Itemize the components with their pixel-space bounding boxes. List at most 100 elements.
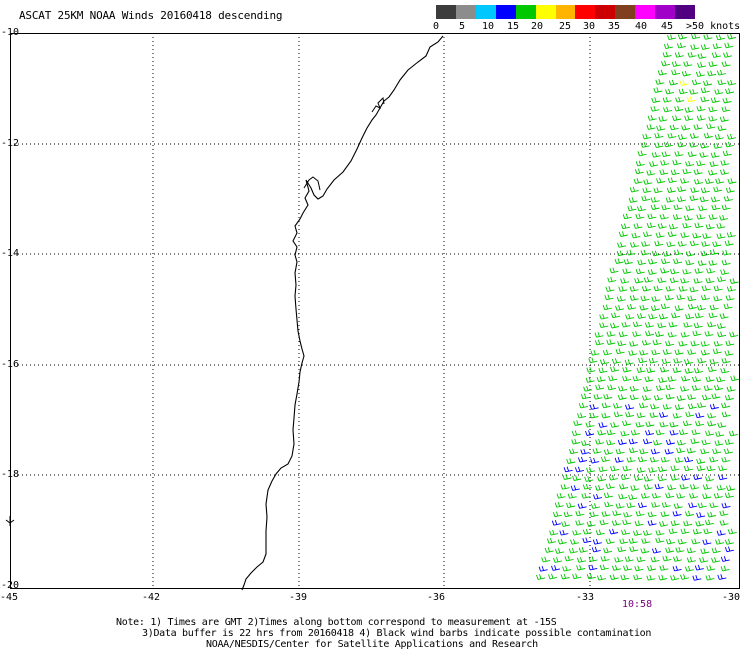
wind-barb [680, 528, 690, 535]
wind-barb [717, 574, 727, 580]
wind-barb [650, 556, 660, 563]
wind-barb [641, 339, 651, 346]
wind-barb [640, 295, 650, 302]
wind-barb [708, 106, 718, 113]
wind-barb [609, 322, 619, 329]
wind-barb [583, 385, 593, 392]
wind-barb [570, 485, 580, 491]
wind-barb [541, 556, 551, 563]
wind-barb [646, 367, 656, 373]
wind-barb [626, 502, 636, 509]
wind-barb [707, 420, 717, 427]
wind-barb [600, 555, 610, 562]
wind-barb [618, 493, 628, 500]
wind-barb [651, 349, 661, 356]
wind-barb [655, 79, 665, 85]
wind-barb [693, 124, 703, 130]
wind-barb [586, 467, 596, 473]
wind-barb [680, 277, 690, 284]
wind-barb [599, 564, 609, 571]
wind-barb [653, 394, 663, 401]
wind-barb [654, 142, 664, 149]
wind-barb [637, 502, 647, 509]
lon-tick--45: -45 [0, 592, 19, 603]
wind-barb [691, 538, 701, 545]
wind-barb [704, 178, 714, 185]
wind-barb [575, 510, 585, 517]
wind-barb [676, 395, 686, 401]
wind-barb [700, 44, 710, 50]
wind-barb [729, 278, 739, 284]
wind-barb [643, 179, 653, 185]
wind-barb [642, 530, 652, 536]
wind-barb [670, 474, 680, 481]
wind-barb [680, 474, 690, 481]
wind-barb [648, 313, 658, 320]
wind-barb [595, 438, 605, 445]
wind-barb [721, 61, 731, 67]
wind-barb [653, 87, 663, 93]
wind-barb [662, 349, 672, 355]
wind-barb [637, 456, 647, 463]
wind-barb [718, 474, 728, 481]
wind-barb [725, 88, 735, 94]
wind-barb [686, 447, 696, 454]
wind-barb [637, 150, 647, 157]
wind-barb [668, 321, 678, 328]
wind-barb [690, 438, 700, 444]
wind-barb [570, 538, 580, 545]
wind-barb [703, 80, 713, 86]
wind-barb [670, 574, 680, 581]
wind-barb [678, 88, 688, 95]
wind-barb [650, 204, 660, 210]
wind-barb [638, 402, 648, 409]
wind-barb [695, 420, 705, 427]
wind-barb [642, 231, 652, 238]
wind-barb [657, 277, 667, 284]
wind-barb [622, 366, 632, 373]
wind-barb [674, 457, 684, 463]
wind-barb [605, 483, 615, 490]
wind-barb [676, 439, 686, 446]
wind-barb [573, 420, 583, 426]
wind-barb [652, 439, 662, 446]
wind-barb [717, 276, 727, 283]
wind-barb [582, 483, 592, 490]
wind-barb [642, 438, 652, 445]
wind-barb [646, 222, 656, 229]
wind-barb [724, 350, 734, 356]
wind-barb [719, 169, 729, 175]
wind-barb [664, 294, 674, 301]
lon-tick--42: -42 [142, 592, 161, 603]
wind-barb [717, 79, 727, 86]
wind-barb [708, 61, 718, 67]
wind-barb [617, 242, 627, 248]
wind-barb [663, 43, 673, 50]
wind-barb [712, 43, 722, 50]
wind-barb [641, 241, 651, 247]
wind-barb [641, 538, 651, 544]
wind-barb [659, 521, 669, 527]
wind-barb [717, 125, 727, 131]
wind-barb [626, 456, 636, 463]
wind-barb [636, 313, 646, 319]
wind-barb [703, 528, 713, 535]
wind-barb [671, 61, 681, 67]
wind-barb [667, 177, 677, 184]
wind-barb [727, 528, 737, 535]
wind-barb [706, 267, 716, 274]
wind-barb [623, 565, 633, 571]
wind-barb [619, 538, 629, 545]
wind-barb [723, 303, 733, 310]
wind-barb [549, 529, 559, 536]
wind-barb [634, 168, 644, 175]
wind-barb [647, 511, 657, 518]
wind-barb [629, 186, 639, 193]
wind-barb [700, 548, 710, 554]
wind-barb [700, 294, 710, 301]
wind-barb [672, 565, 682, 572]
wind-barb [647, 269, 657, 275]
wind-barb [697, 53, 707, 59]
wind-barb [673, 357, 683, 364]
wind-barb [674, 404, 684, 410]
